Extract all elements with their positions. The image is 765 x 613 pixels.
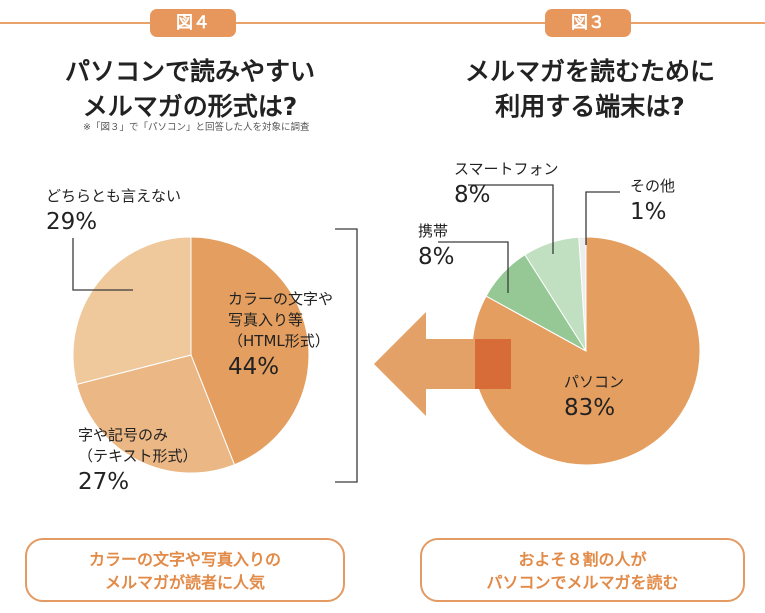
left-title-line-1: パソコンで読みやすい [64,57,315,86]
left-summary-box: カラーの文字や写真入りの メルマガが読者に人気 [25,538,345,602]
right-title-line-1: メルマガを読むために [464,57,715,86]
left-summary-line-1: カラーの文字や写真入りの [88,550,281,569]
label-mobile-text: 携帯 [418,222,449,240]
label-unsure-text: どちらとも言えない [46,187,182,205]
right-title-line-2: 利用する端末は? [495,92,685,121]
label-text-format-text-1: 字や記号のみ [78,426,169,444]
leader-line-smartphone [468,184,554,254]
leader-line-unsure [72,238,133,291]
figure-3-tab: 図３ [545,9,631,37]
slice-unsure [72,236,192,385]
label-smartphone-text: スマートフォン [454,160,559,178]
label-html-text-1: カラーの文字や [228,290,334,308]
top-rule [0,22,765,24]
leader-line-mobile [438,241,509,293]
left-title-line-2: メルマガの形式は? [82,92,298,121]
label-mobile-pct: 8% [418,244,455,270]
left-chart-title: パソコンで読みやすい メルマガの形式は? [40,54,340,124]
label-html-text-3: （HTML形式） [228,332,330,350]
right-summary-line-2: パソコンでメルマガを読む [486,573,679,592]
slice-html-format [190,236,310,466]
label-pc-text: パソコン [564,373,625,391]
survey-note: ※「図３」で「パソコン」と回答した人を対象に調査 [83,122,310,133]
label-html-text-2: 写真入り等 [228,311,304,329]
arrow-overlap-area [475,339,511,389]
label-pc: パソコン 83% [564,372,624,423]
right-summary-line-1: およそ８割の人が [518,550,647,569]
slice-text-format [76,354,236,474]
label-text-format-text-2: （テキスト形式） [78,447,198,465]
left-pie-chart [72,236,310,474]
label-html: カラーの文字や 写真入り等 （HTML形式） 44% [228,289,333,382]
label-text-format: 字や記号のみ （テキスト形式） 27% [78,425,198,497]
arrow-icon [374,312,511,416]
label-other-pct: 1% [630,199,667,225]
bracket-line-html [335,228,358,483]
label-text-format-pct: 27% [78,469,130,495]
figure-4-tab: 図４ [150,9,236,37]
left-summary-line-2: メルマガが読者に人気 [104,573,265,592]
label-html-pct: 44% [228,354,280,380]
leader-line-other [585,191,620,245]
direction-arrow [374,312,511,416]
label-unsure-pct: 29% [46,209,98,235]
right-summary-box: およそ８割の人が パソコンでメルマガを読む [420,538,745,602]
label-other: その他 1% [630,176,675,227]
label-smartphone: スマートフォン 8% [454,159,559,210]
label-mobile: 携帯 8% [418,221,455,272]
right-chart-title: メルマガを読むために 利用する端末は? [425,54,755,124]
label-other-text: その他 [630,177,676,195]
label-smartphone-pct: 8% [454,182,491,208]
right-pie-chart [471,236,701,466]
label-unsure: どちらとも言えない 29% [46,186,181,237]
label-pc-pct: 83% [564,395,616,421]
